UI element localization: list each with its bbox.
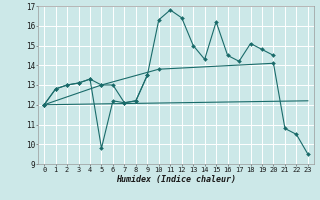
X-axis label: Humidex (Indice chaleur): Humidex (Indice chaleur) [116, 175, 236, 184]
